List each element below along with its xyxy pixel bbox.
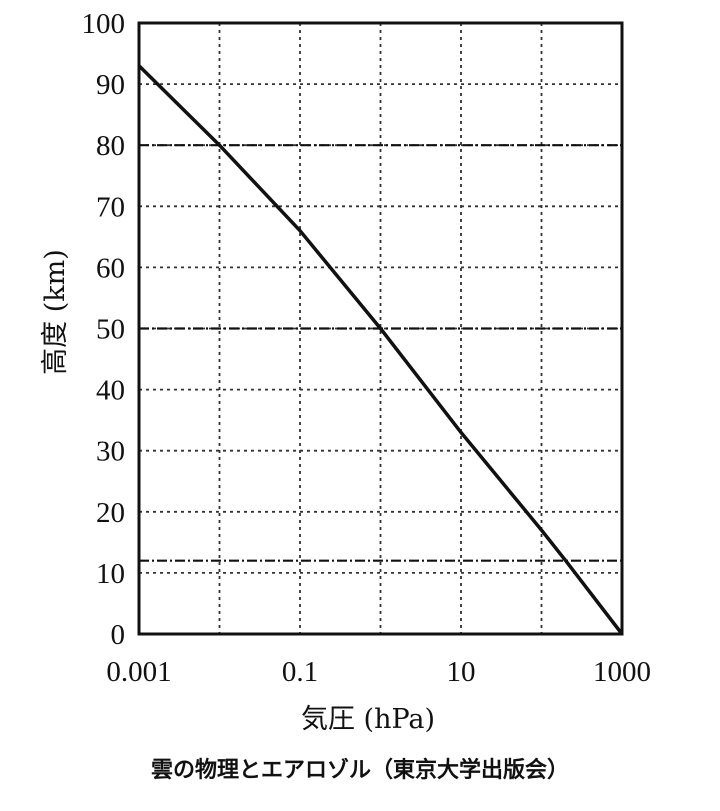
y-tick-label: 20: [96, 497, 125, 529]
y-tick-label: 70: [96, 191, 125, 223]
y-tick-label: 0: [111, 619, 126, 651]
series-group: [137, 64, 624, 636]
y-tick-label: 10: [96, 558, 125, 590]
x-tick-label: 10: [447, 656, 476, 688]
series-line: [137, 64, 624, 636]
x-tick-label: 0.001: [106, 656, 171, 688]
y-tick-labels: 0 10 20 30 40 50 60 70 80 90 100: [82, 8, 126, 651]
y-tick-label: 40: [96, 375, 125, 407]
y-tick-label: 100: [82, 8, 126, 40]
x-tick-label: 0.1: [282, 656, 318, 688]
y-tick-label: 80: [96, 130, 125, 162]
x-tick-labels: 0.001 0.1 10 1000: [106, 656, 651, 688]
y-tick-label: 30: [96, 436, 125, 468]
x-tick-label: 1000: [593, 656, 651, 688]
y-tick-label: 90: [96, 69, 125, 101]
y-tick-label: 60: [96, 252, 125, 284]
source-caption: 雲の物理とエアロゾル（東京大学出版会）: [150, 758, 569, 783]
plot-frame: [137, 21, 624, 636]
pressure-altitude-chart: 0 10 20 30 40 50 60 70 80 90 100 0.001 0.1 10 1000 高度…: [40, 8, 651, 735]
y-axis-title: 高度 (km): [40, 249, 71, 375]
y-tick-label: 50: [96, 314, 125, 346]
x-axis-title: 気圧 (hPa): [301, 704, 435, 735]
